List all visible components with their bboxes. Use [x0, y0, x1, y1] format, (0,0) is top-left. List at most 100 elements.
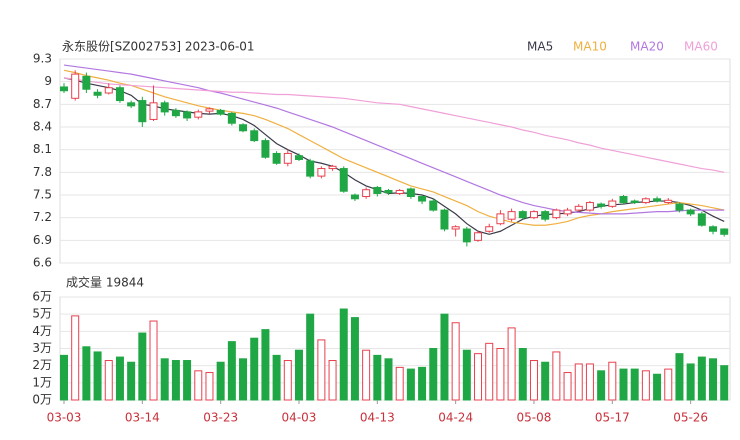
volume-bar — [339, 308, 348, 401]
y-tick-label: 9 — [44, 74, 52, 88]
y-tick-label: 8.7 — [33, 97, 52, 111]
candle-body — [597, 203, 606, 207]
x-tick-label: 05-17 — [595, 411, 630, 425]
candle-body — [563, 209, 572, 215]
candle-body — [641, 198, 650, 204]
volume-bar — [518, 348, 527, 401]
candle-body — [149, 102, 158, 120]
volume-bar — [183, 360, 192, 401]
candle-body — [720, 228, 729, 235]
candle-body — [160, 102, 169, 113]
volume-bar — [216, 361, 225, 401]
candle-body — [451, 226, 460, 230]
x-tick-label: 04-03 — [282, 411, 317, 425]
volume-bar — [686, 363, 695, 401]
volume-bar — [485, 342, 494, 401]
volume-bar — [406, 368, 415, 401]
volume-bar — [563, 372, 572, 401]
legend-label: MA20 — [630, 40, 664, 54]
volume-bar — [272, 354, 281, 401]
volume-bar — [529, 360, 538, 401]
volume-bar — [709, 358, 718, 401]
volume-bar — [541, 361, 550, 401]
volume-bar — [462, 349, 471, 401]
volume-bar — [597, 370, 606, 401]
y-tick-label: 6.9 — [33, 233, 52, 247]
ma-line — [63, 77, 725, 235]
candle-body — [272, 152, 281, 164]
candle-body — [496, 213, 505, 225]
y-tick-label: 2万 — [32, 358, 52, 372]
volume-bar — [350, 317, 359, 401]
candle-body — [306, 160, 315, 177]
volume-title: 成交量 19844 — [66, 275, 144, 290]
y-tick-label: 6万 — [32, 290, 52, 304]
y-tick-label: 9.3 — [33, 52, 52, 66]
candle-body — [362, 189, 371, 198]
candle-body — [709, 226, 718, 232]
x-tick-label: 03-23 — [203, 411, 238, 425]
volume-bar — [194, 370, 203, 401]
candle-body — [82, 75, 91, 90]
candle-body — [104, 87, 113, 94]
candle-body — [127, 102, 136, 107]
volume-bar — [239, 358, 248, 401]
volume-bar — [93, 351, 102, 401]
volume-bar — [619, 368, 628, 401]
volume-bar — [675, 353, 684, 401]
candle-body — [675, 203, 684, 211]
y-tick-label: 1万 — [32, 375, 52, 389]
candle-body — [630, 200, 639, 204]
candle-body — [585, 202, 594, 211]
y-tick-label: 7.2 — [33, 210, 52, 224]
candle-body — [518, 211, 527, 219]
candle-body — [60, 86, 68, 92]
volume-bar — [507, 327, 516, 401]
candle-body — [250, 130, 259, 142]
volume-bar — [697, 356, 706, 401]
candle-body — [608, 200, 617, 207]
candle-body — [328, 165, 337, 170]
y-tick-label: 4万 — [32, 324, 52, 338]
candle-body — [485, 226, 494, 232]
y-tick-label: 8.4 — [33, 120, 52, 134]
x-tick-label: 05-08 — [517, 411, 552, 425]
y-tick-label: 7.8 — [33, 165, 52, 179]
volume-bar — [496, 348, 505, 401]
volume-bar — [384, 358, 393, 401]
volume-bar — [138, 332, 147, 401]
candle-body — [194, 111, 203, 118]
candle-body — [664, 199, 673, 204]
volume-bar — [71, 315, 80, 401]
candle-body — [552, 209, 561, 219]
candle-body — [373, 186, 382, 194]
candle-body — [384, 189, 393, 194]
volume-bar — [630, 368, 639, 401]
chart-title: 永东股份[SZ002753] 2023-06-01 — [62, 40, 255, 54]
x-tick-label: 05-26 — [673, 411, 708, 425]
volume-bar — [104, 360, 113, 401]
volume-bar — [60, 354, 68, 401]
y-tick-label: 6.6 — [33, 256, 52, 270]
volume-bar — [664, 368, 673, 401]
candle-body — [406, 188, 415, 198]
volume-bar — [362, 349, 371, 401]
candle-body — [216, 109, 225, 115]
candle-body — [317, 168, 326, 177]
candle-body — [205, 108, 214, 112]
volume-bar — [641, 370, 650, 401]
candle-body — [440, 209, 449, 230]
volume-bar — [474, 353, 483, 401]
candle-body — [350, 194, 359, 200]
price-frame — [59, 58, 731, 264]
candle-body — [541, 211, 550, 220]
candle-body — [619, 196, 628, 204]
candle-body — [239, 124, 248, 132]
y-tick-label: 8.1 — [33, 142, 52, 156]
candle-body — [507, 211, 516, 220]
legend-label: MA10 — [573, 40, 607, 54]
candle-body — [574, 205, 583, 211]
y-tick-label: 3万 — [32, 341, 52, 355]
volume-bar — [82, 346, 91, 401]
y-tick-label: 5万 — [32, 307, 52, 321]
